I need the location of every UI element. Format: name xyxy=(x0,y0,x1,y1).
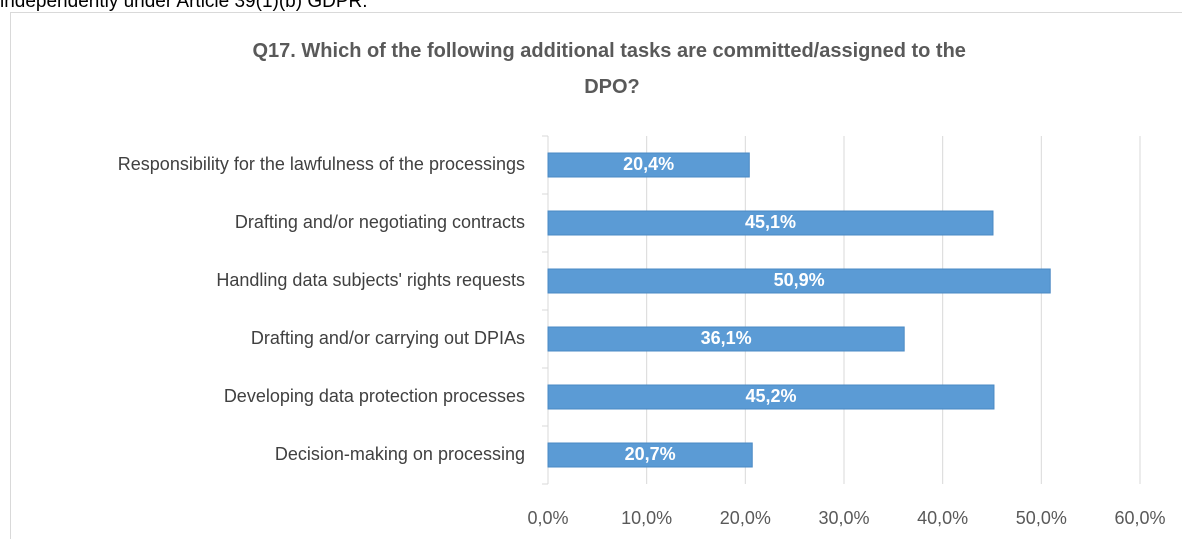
data-label: 45,1% xyxy=(745,212,796,232)
x-tick-label: 10,0% xyxy=(621,508,672,528)
chart-title: Q17. Which of the following additional t… xyxy=(253,40,972,98)
x-tick-label: 60,0% xyxy=(1114,508,1165,528)
bar xyxy=(547,384,995,410)
chart-frame xyxy=(10,12,1182,539)
y-tick-label: Handling data subjects' rights requests xyxy=(216,270,525,290)
data-label: 20,7% xyxy=(625,444,676,464)
bar xyxy=(547,268,1051,294)
y-tick-label: Responsibility for the lawfulness of the… xyxy=(118,154,525,174)
x-tick-label: 40,0% xyxy=(917,508,968,528)
y-tick-label: Drafting and/or negotiating contracts xyxy=(235,212,525,232)
y-tick-label: Developing data protection processes xyxy=(224,386,525,406)
bar xyxy=(547,442,753,468)
bar xyxy=(547,210,994,236)
bar xyxy=(547,326,905,352)
y-tick-label: Decision-making on processing xyxy=(275,444,525,464)
data-label: 50,9% xyxy=(774,270,825,290)
x-tick-label: 30,0% xyxy=(818,508,869,528)
data-label: 36,1% xyxy=(701,328,752,348)
y-tick-label: Drafting and/or carrying out DPIAs xyxy=(251,328,525,348)
document-text: independently under Article 39(1)(b) GDP… xyxy=(0,0,368,12)
x-tick-label: 0,0% xyxy=(527,508,568,528)
bar xyxy=(547,152,750,178)
x-tick-label: 50,0% xyxy=(1016,508,1067,528)
x-tick-label: 20,0% xyxy=(720,508,771,528)
data-label: 20,4% xyxy=(623,154,674,174)
data-label: 45,2% xyxy=(745,386,796,406)
